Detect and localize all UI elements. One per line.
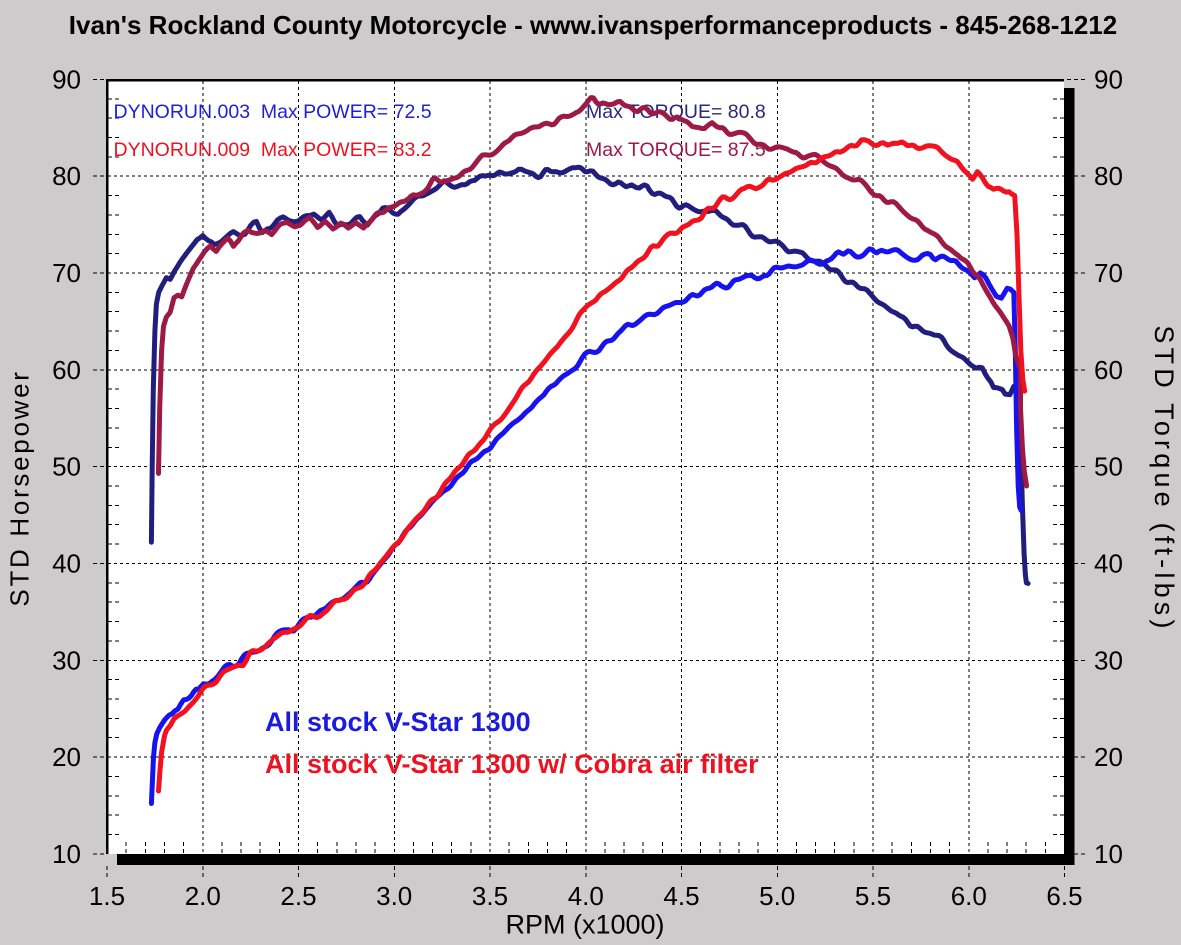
svg-text:All stock V-Star 1300: All stock V-Star 1300 <box>265 707 531 737</box>
svg-text:6.5: 6.5 <box>1046 881 1082 911</box>
svg-text:2.5: 2.5 <box>280 881 316 911</box>
svg-text:10: 10 <box>52 839 81 869</box>
svg-text:RPM (x1000): RPM (x1000) <box>505 910 664 940</box>
svg-text:10: 10 <box>1094 839 1123 869</box>
svg-text:1.5: 1.5 <box>89 881 125 911</box>
svg-text:80: 80 <box>1094 161 1123 191</box>
svg-text:70: 70 <box>1094 258 1123 288</box>
svg-text:Ivan's Rockland County Motorcy: Ivan's Rockland County Motorcycle - www.… <box>69 10 1117 40</box>
svg-text:30: 30 <box>1094 645 1123 675</box>
svg-text:5.0: 5.0 <box>759 881 795 911</box>
svg-text:2.0: 2.0 <box>185 881 221 911</box>
svg-text:DYNORUN.003 Max POWER= 72.5: DYNORUN.003 Max POWER= 72.5 <box>114 101 432 123</box>
svg-text:5.5: 5.5 <box>855 881 891 911</box>
svg-text:All stock V-Star 1300 w/ Cobra: All stock V-Star 1300 w/ Cobra air filte… <box>265 749 759 779</box>
svg-text:20: 20 <box>1094 742 1123 772</box>
svg-text:20: 20 <box>52 742 81 772</box>
svg-text:STD Torque (ft-lbs): STD Torque (ft-lbs) <box>1149 325 1179 632</box>
svg-text:60: 60 <box>1094 355 1123 385</box>
svg-text:80: 80 <box>52 161 81 191</box>
svg-text:3.5: 3.5 <box>472 881 508 911</box>
svg-text:70: 70 <box>52 258 81 288</box>
svg-text:60: 60 <box>52 355 81 385</box>
svg-text:40: 40 <box>52 548 81 578</box>
svg-text:40: 40 <box>1094 548 1123 578</box>
svg-text:4.5: 4.5 <box>663 881 699 911</box>
svg-text:4.0: 4.0 <box>568 881 604 911</box>
svg-text:3.0: 3.0 <box>376 881 412 911</box>
svg-text:50: 50 <box>52 452 81 482</box>
svg-text:Max TORQUE= 87.5: Max TORQUE= 87.5 <box>586 139 766 161</box>
svg-text:90: 90 <box>52 64 81 94</box>
svg-text:30: 30 <box>52 645 81 675</box>
svg-text:6.0: 6.0 <box>951 881 987 911</box>
svg-text:DYNORUN.009 Max POWER= 83.2: DYNORUN.009 Max POWER= 83.2 <box>114 139 432 161</box>
svg-text:STD Horsepower: STD Horsepower <box>5 369 35 606</box>
svg-text:90: 90 <box>1094 64 1123 94</box>
svg-text:50: 50 <box>1094 452 1123 482</box>
